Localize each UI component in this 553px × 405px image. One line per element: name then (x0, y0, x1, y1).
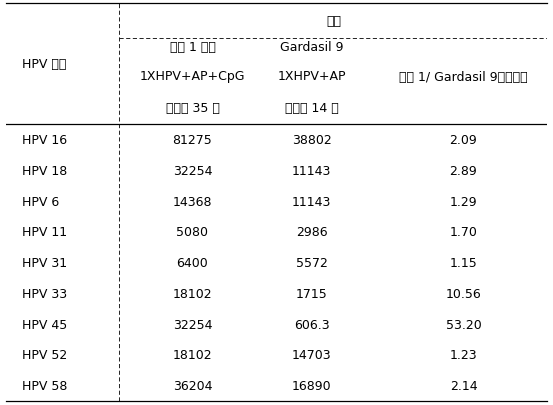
Text: 11143: 11143 (292, 164, 331, 177)
Text: 2986: 2986 (296, 226, 327, 239)
Text: HPV 6: HPV 6 (22, 195, 59, 208)
Text: 1.29: 1.29 (450, 195, 477, 208)
Text: 组别: 组别 (326, 15, 341, 28)
Text: 1.70: 1.70 (450, 226, 477, 239)
Text: 32254: 32254 (173, 164, 212, 177)
Text: 14703: 14703 (292, 348, 332, 361)
Text: 38802: 38802 (292, 134, 332, 147)
Text: 1.15: 1.15 (450, 256, 477, 269)
Text: 16890: 16890 (292, 379, 332, 392)
Text: HPV 58: HPV 58 (22, 379, 67, 392)
Text: 36204: 36204 (173, 379, 212, 392)
Text: 14368: 14368 (173, 195, 212, 208)
Text: HPV 33: HPV 33 (22, 287, 67, 300)
Text: 1715: 1715 (296, 287, 327, 300)
Text: 三针后 14 天: 三针后 14 天 (285, 102, 338, 115)
Text: 1XHPV+AP+CpG: 1XHPV+AP+CpG (140, 70, 245, 83)
Text: HPV 52: HPV 52 (22, 348, 67, 361)
Text: 18102: 18102 (173, 348, 212, 361)
Text: 81275: 81275 (173, 134, 212, 147)
Text: 编号 1 疫苗: 编号 1 疫苗 (170, 40, 216, 53)
Text: 53.20: 53.20 (446, 318, 481, 331)
Text: Gardasil 9: Gardasil 9 (280, 40, 343, 53)
Text: 编号 1/ Gardasil 9（倍数）: 编号 1/ Gardasil 9（倍数） (399, 71, 528, 84)
Text: HPV 型别: HPV 型别 (22, 58, 66, 71)
Text: 606.3: 606.3 (294, 318, 330, 331)
Text: 5572: 5572 (296, 256, 328, 269)
Text: HPV 16: HPV 16 (22, 134, 67, 147)
Text: 2.89: 2.89 (450, 164, 477, 177)
Text: 10.56: 10.56 (446, 287, 481, 300)
Text: 1.23: 1.23 (450, 348, 477, 361)
Text: 5080: 5080 (176, 226, 208, 239)
Text: 6400: 6400 (176, 256, 208, 269)
Text: 2.09: 2.09 (450, 134, 477, 147)
Text: 32254: 32254 (173, 318, 212, 331)
Text: 11143: 11143 (292, 195, 331, 208)
Text: 18102: 18102 (173, 287, 212, 300)
Text: HPV 11: HPV 11 (22, 226, 67, 239)
Text: HPV 18: HPV 18 (22, 164, 67, 177)
Text: 1XHPV+AP: 1XHPV+AP (278, 70, 346, 83)
Text: HPV 45: HPV 45 (22, 318, 67, 331)
Text: 2.14: 2.14 (450, 379, 477, 392)
Text: HPV 31: HPV 31 (22, 256, 67, 269)
Text: 两针后 35 天: 两针后 35 天 (165, 102, 220, 115)
